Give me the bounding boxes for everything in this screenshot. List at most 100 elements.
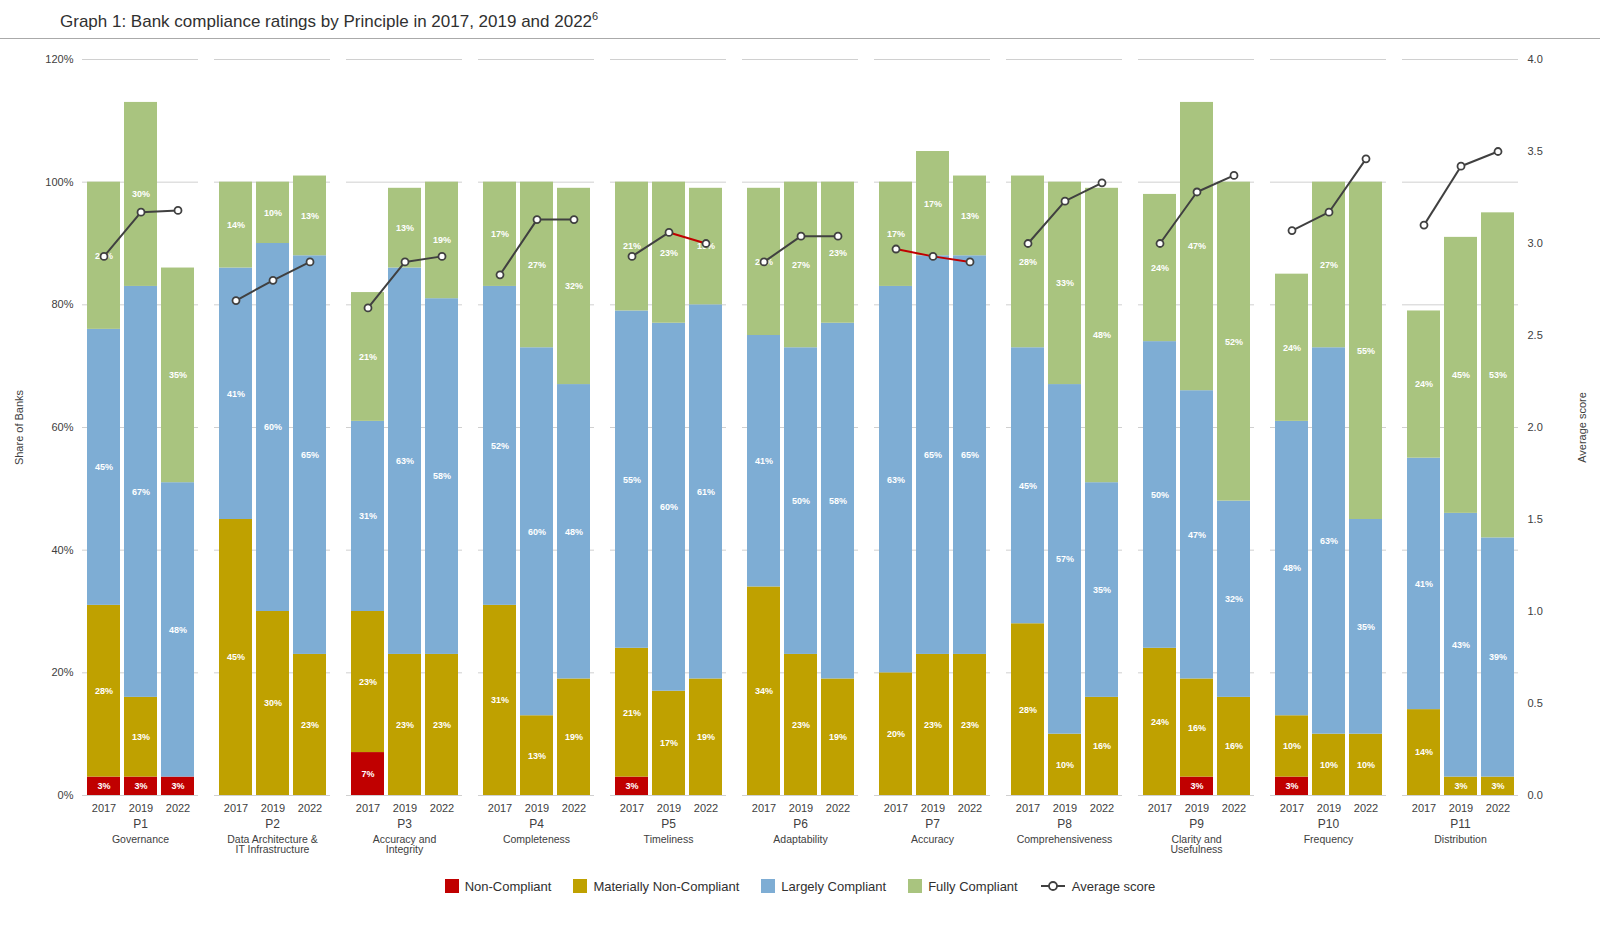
svg-text:2017: 2017 xyxy=(1148,802,1172,814)
svg-text:14%: 14% xyxy=(227,220,245,230)
svg-text:63%: 63% xyxy=(396,456,414,466)
svg-text:10%: 10% xyxy=(1056,759,1074,769)
svg-text:31%: 31% xyxy=(359,511,377,521)
svg-text:17%: 17% xyxy=(491,229,509,239)
svg-text:2019: 2019 xyxy=(789,802,813,814)
svg-text:48%: 48% xyxy=(565,526,583,536)
svg-text:2019: 2019 xyxy=(393,802,417,814)
svg-text:2017: 2017 xyxy=(752,802,776,814)
svg-text:P5: P5 xyxy=(661,817,676,831)
svg-text:P2: P2 xyxy=(265,817,280,831)
svg-text:Timeliness: Timeliness xyxy=(644,833,694,845)
svg-text:2022: 2022 xyxy=(1222,802,1246,814)
svg-text:61%: 61% xyxy=(697,486,715,496)
svg-text:19%: 19% xyxy=(697,732,715,742)
svg-text:65%: 65% xyxy=(924,450,942,460)
svg-text:P3: P3 xyxy=(397,817,412,831)
svg-text:60%: 60% xyxy=(660,502,678,512)
svg-text:50%: 50% xyxy=(792,496,810,506)
svg-text:65%: 65% xyxy=(301,450,319,460)
svg-text:50%: 50% xyxy=(1151,490,1169,500)
svg-text:45%: 45% xyxy=(95,462,113,472)
svg-text:23%: 23% xyxy=(359,677,377,687)
svg-text:43%: 43% xyxy=(1452,640,1470,650)
svg-text:3.5: 3.5 xyxy=(1528,145,1543,157)
svg-text:19%: 19% xyxy=(829,732,847,742)
svg-text:2022: 2022 xyxy=(1090,802,1114,814)
svg-text:3%: 3% xyxy=(1491,781,1504,791)
svg-text:63%: 63% xyxy=(887,474,905,484)
svg-text:45%: 45% xyxy=(1452,370,1470,380)
svg-text:100%: 100% xyxy=(45,175,73,187)
svg-text:10%: 10% xyxy=(1357,759,1375,769)
svg-text:28%: 28% xyxy=(95,686,113,696)
svg-text:45%: 45% xyxy=(227,652,245,662)
svg-text:23%: 23% xyxy=(301,720,319,730)
svg-text:2022: 2022 xyxy=(1354,802,1378,814)
svg-text:24%: 24% xyxy=(1151,716,1169,726)
svg-text:17%: 17% xyxy=(660,738,678,748)
svg-text:35%: 35% xyxy=(1093,585,1111,595)
svg-text:2019: 2019 xyxy=(1449,802,1473,814)
svg-text:1.5: 1.5 xyxy=(1528,513,1543,525)
svg-text:Distribution: Distribution xyxy=(1434,833,1487,845)
svg-text:65%: 65% xyxy=(961,450,979,460)
svg-text:7%: 7% xyxy=(361,769,374,779)
svg-text:47%: 47% xyxy=(1188,529,1206,539)
svg-text:34%: 34% xyxy=(755,686,773,696)
svg-text:19%: 19% xyxy=(565,732,583,742)
svg-text:2017: 2017 xyxy=(1412,802,1436,814)
svg-text:2019: 2019 xyxy=(129,802,153,814)
svg-text:32%: 32% xyxy=(565,281,583,291)
svg-text:2019: 2019 xyxy=(261,802,285,814)
svg-text:13%: 13% xyxy=(961,210,979,220)
svg-text:55%: 55% xyxy=(1357,345,1375,355)
svg-text:23%: 23% xyxy=(961,720,979,730)
svg-text:2019: 2019 xyxy=(921,802,945,814)
svg-text:23%: 23% xyxy=(660,247,678,257)
svg-text:2019: 2019 xyxy=(657,802,681,814)
svg-text:27%: 27% xyxy=(528,260,546,270)
svg-text:2.5: 2.5 xyxy=(1528,329,1543,341)
svg-text:48%: 48% xyxy=(1283,563,1301,573)
svg-text:23%: 23% xyxy=(829,247,847,257)
svg-text:3%: 3% xyxy=(171,781,184,791)
svg-text:24%: 24% xyxy=(95,250,113,260)
svg-text:2019: 2019 xyxy=(1317,802,1341,814)
svg-text:21%: 21% xyxy=(623,707,641,717)
svg-text:2019: 2019 xyxy=(1053,802,1077,814)
svg-text:Adaptability: Adaptability xyxy=(773,833,828,845)
svg-text:Comprehensiveness: Comprehensiveness xyxy=(1017,833,1113,845)
svg-text:Accuracy andIntegrity: Accuracy andIntegrity xyxy=(373,833,437,856)
svg-text:24%: 24% xyxy=(1151,263,1169,273)
svg-text:58%: 58% xyxy=(829,496,847,506)
svg-text:27%: 27% xyxy=(1320,260,1338,270)
svg-text:41%: 41% xyxy=(755,456,773,466)
svg-text:P11: P11 xyxy=(1450,817,1471,831)
svg-text:2019: 2019 xyxy=(1185,802,1209,814)
svg-text:20%: 20% xyxy=(887,729,905,739)
svg-text:48%: 48% xyxy=(169,624,187,634)
svg-text:P1: P1 xyxy=(133,817,148,831)
svg-text:30%: 30% xyxy=(132,189,150,199)
svg-text:35%: 35% xyxy=(1357,621,1375,631)
svg-text:0.5: 0.5 xyxy=(1528,697,1543,709)
svg-text:2022: 2022 xyxy=(562,802,586,814)
svg-text:67%: 67% xyxy=(132,486,150,496)
svg-text:27%: 27% xyxy=(792,260,810,270)
svg-text:2022: 2022 xyxy=(430,802,454,814)
svg-text:10%: 10% xyxy=(1283,741,1301,751)
svg-text:24%: 24% xyxy=(1283,342,1301,352)
svg-text:120%: 120% xyxy=(45,53,73,65)
svg-text:P9: P9 xyxy=(1189,817,1204,831)
svg-text:3.0: 3.0 xyxy=(1528,237,1543,249)
svg-text:10%: 10% xyxy=(264,207,282,217)
svg-text:32%: 32% xyxy=(1225,594,1243,604)
svg-text:41%: 41% xyxy=(1415,578,1433,588)
svg-text:3%: 3% xyxy=(134,781,147,791)
svg-text:13%: 13% xyxy=(132,732,150,742)
svg-text:41%: 41% xyxy=(227,388,245,398)
svg-text:30%: 30% xyxy=(264,698,282,708)
svg-text:16%: 16% xyxy=(1225,741,1243,751)
svg-text:2017: 2017 xyxy=(1016,802,1040,814)
